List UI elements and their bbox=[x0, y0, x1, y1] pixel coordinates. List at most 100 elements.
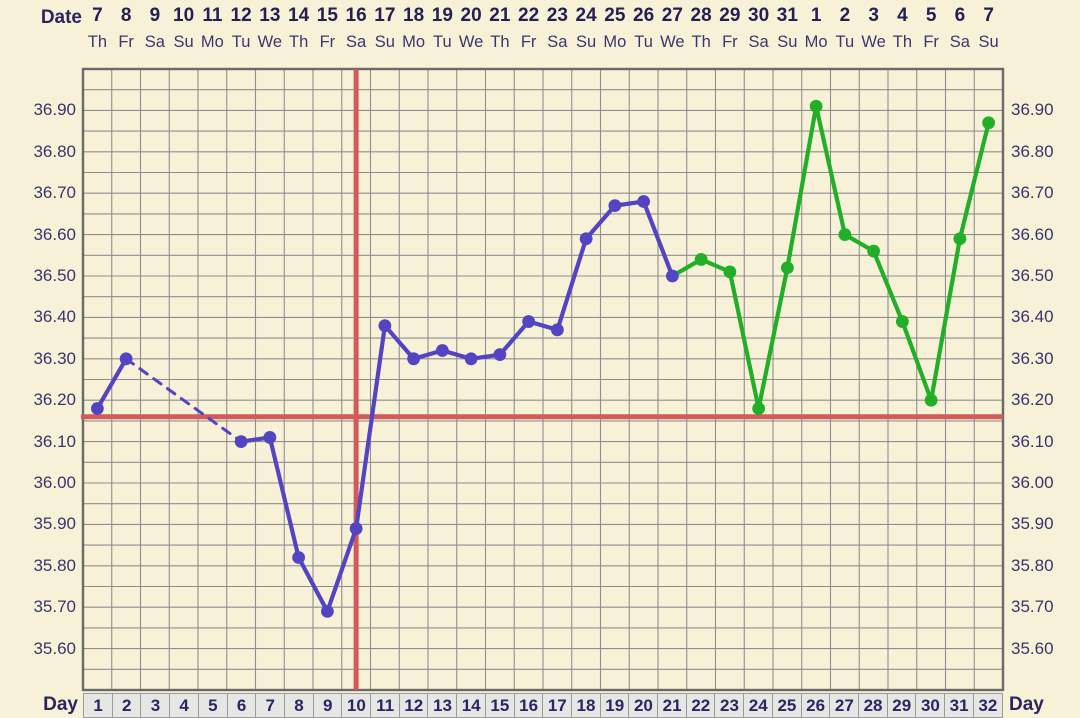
plot-border bbox=[81, 67, 1005, 692]
data-point-day-27[interactable] bbox=[838, 228, 852, 242]
data-point-day-29[interactable] bbox=[895, 315, 909, 328]
day-cell[interactable]: 20 bbox=[628, 693, 659, 718]
y-tick-label-left: 36.20 bbox=[33, 390, 76, 410]
weekday-label: Th bbox=[892, 33, 913, 51]
day-cell[interactable]: 12 bbox=[398, 693, 429, 718]
day-cell[interactable]: 5 bbox=[197, 693, 228, 718]
date-number: 7 bbox=[983, 5, 994, 26]
data-point-day-31[interactable] bbox=[953, 232, 967, 246]
y-tick-label-right: 36.30 bbox=[1011, 348, 1054, 368]
day-cell[interactable]: 22 bbox=[685, 693, 716, 718]
day-cell[interactable]: 9 bbox=[312, 693, 343, 718]
data-point-day-7[interactable] bbox=[263, 431, 277, 444]
data-point-day-13[interactable] bbox=[435, 344, 449, 357]
y-tick-label-left: 36.60 bbox=[33, 224, 76, 244]
date-number: 18 bbox=[403, 5, 425, 26]
y-tick-label-left: 36.70 bbox=[33, 183, 76, 203]
day-cell[interactable]: 1 bbox=[83, 693, 114, 718]
data-point-day-17[interactable] bbox=[550, 323, 564, 337]
data-point-day-32[interactable] bbox=[982, 116, 996, 130]
data-point-day-20[interactable] bbox=[637, 195, 651, 208]
y-tick-label-right: 36.00 bbox=[1011, 473, 1054, 492]
data-point-day-6[interactable] bbox=[234, 435, 248, 448]
data-point-day-23[interactable] bbox=[723, 265, 737, 279]
date-number: 24 bbox=[575, 5, 597, 26]
day-cell[interactable]: 2 bbox=[111, 693, 142, 718]
data-point-day-2[interactable] bbox=[119, 352, 133, 366]
weekday-label: Tu bbox=[634, 33, 653, 51]
day-cell[interactable]: 7 bbox=[255, 693, 286, 718]
date-number: 20 bbox=[460, 5, 482, 26]
date-number: 31 bbox=[776, 5, 798, 26]
weekday-label: Su bbox=[576, 33, 597, 51]
data-point-day-26[interactable] bbox=[809, 99, 823, 113]
weekday-label: Sa bbox=[748, 33, 769, 51]
day-cell[interactable]: 32 bbox=[972, 693, 1003, 718]
weekday-label: Fr bbox=[722, 33, 738, 51]
day-cell[interactable]: 30 bbox=[915, 693, 946, 718]
day-cell[interactable]: 23 bbox=[714, 693, 745, 718]
weekday-label: Sa bbox=[346, 33, 367, 51]
day-cell[interactable]: 28 bbox=[857, 693, 889, 718]
day-cell[interactable]: 26 bbox=[800, 693, 831, 718]
day-cell[interactable]: 31 bbox=[944, 693, 975, 718]
data-point-day-25[interactable] bbox=[780, 261, 794, 275]
day-cell[interactable]: 13 bbox=[427, 693, 458, 718]
day-cell[interactable]: 14 bbox=[456, 693, 487, 718]
weekday-label: Mo bbox=[804, 33, 828, 51]
day-cell[interactable]: 15 bbox=[484, 693, 515, 718]
y-tick-label-right: 36.80 bbox=[1011, 141, 1054, 161]
date-number: 8 bbox=[120, 5, 132, 26]
weekday-label: Su bbox=[777, 33, 798, 51]
data-point-day-24[interactable] bbox=[752, 402, 766, 415]
data-point-day-21[interactable] bbox=[665, 269, 679, 283]
date-number: 28 bbox=[690, 5, 712, 26]
grid bbox=[83, 69, 1003, 690]
day-cell[interactable]: 19 bbox=[599, 693, 630, 718]
temperature-segment bbox=[584, 203, 617, 241]
day-cell[interactable]: 18 bbox=[570, 693, 602, 718]
temperature-segment bbox=[555, 236, 589, 332]
data-point-day-30[interactable] bbox=[924, 393, 938, 407]
data-point-day-1[interactable] bbox=[90, 402, 104, 415]
weekday-label: Th bbox=[288, 33, 309, 51]
date-number: 4 bbox=[897, 5, 908, 26]
data-point-day-16[interactable] bbox=[522, 315, 536, 328]
weekday-label: Th bbox=[87, 33, 108, 51]
temperature-segment bbox=[957, 120, 991, 241]
date-axis-label: Date bbox=[40, 7, 82, 28]
day-cell[interactable]: 21 bbox=[657, 693, 688, 718]
data-point-day-11[interactable] bbox=[378, 319, 392, 333]
day-cell[interactable]: 11 bbox=[370, 693, 401, 718]
day-cell[interactable]: 29 bbox=[886, 693, 917, 718]
day-cell[interactable]: 8 bbox=[283, 693, 315, 718]
temperature-segment bbox=[900, 319, 934, 403]
day-cell[interactable]: 16 bbox=[513, 693, 544, 718]
data-point-day-22[interactable] bbox=[694, 253, 708, 266]
day-cell[interactable]: 24 bbox=[743, 693, 774, 718]
day-cell[interactable]: 25 bbox=[771, 693, 802, 718]
day-cell[interactable]: 6 bbox=[226, 693, 257, 718]
date-number: 25 bbox=[604, 5, 626, 26]
data-point-day-12[interactable] bbox=[407, 352, 421, 366]
temperature-segment bbox=[641, 199, 675, 279]
day-cell[interactable]: 17 bbox=[542, 693, 573, 718]
weekday-label: Th bbox=[691, 33, 711, 51]
data-point-day-9[interactable] bbox=[320, 604, 334, 618]
data-point-day-19[interactable] bbox=[608, 199, 622, 213]
y-tick-label-left: 35.70 bbox=[33, 597, 76, 617]
day-cell[interactable]: 27 bbox=[829, 693, 860, 718]
y-tick-label-right: 35.90 bbox=[1011, 514, 1054, 534]
date-number: 16 bbox=[345, 5, 367, 26]
data-point-day-10[interactable] bbox=[349, 522, 363, 535]
data-point-day-28[interactable] bbox=[867, 244, 881, 258]
data-point-day-8[interactable] bbox=[292, 551, 306, 564]
day-cell[interactable]: 4 bbox=[169, 693, 200, 718]
data-point-day-15[interactable] bbox=[493, 348, 507, 362]
day-cell[interactable]: 3 bbox=[140, 693, 171, 718]
day-cell[interactable]: 10 bbox=[341, 693, 372, 718]
data-point-day-18[interactable] bbox=[579, 232, 593, 246]
data-point-day-14[interactable] bbox=[464, 352, 478, 366]
temperature-segment bbox=[814, 104, 847, 237]
